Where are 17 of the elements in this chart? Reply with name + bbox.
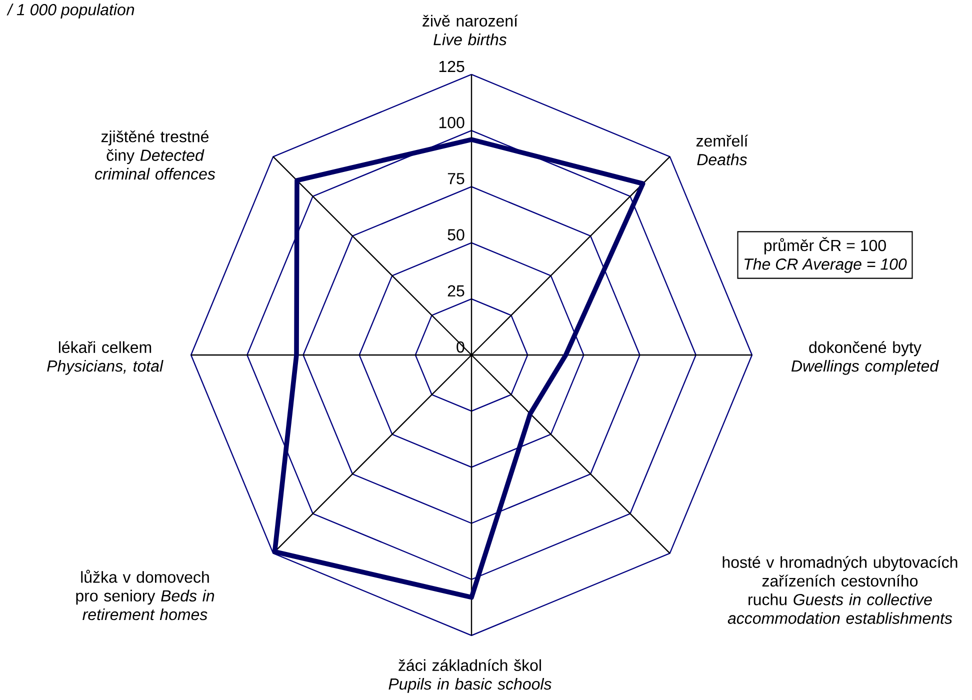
spoke-label: dokončené byty Dwellings completed: [791, 341, 939, 375]
spoke-label: lůžka v domovech pro seniory Beds in retirement homes: [76, 570, 214, 620]
spoke-label: zemřelí Deaths: [696, 134, 748, 166]
y-tick-label: 50: [448, 229, 464, 240]
spoke-label: hosté v hromadných ubytovacích zařízeních cestovního ruchu Guests in collective accommodation establishments: [722, 556, 958, 624]
text: The CR Average = 100: [744, 258, 907, 273]
spoke-label: zjištěné trestné činy Detected criminal offences: [95, 130, 216, 180]
y-tick-label: 25: [448, 285, 464, 297]
y-tick-label: 0: [456, 341, 464, 353]
spoke-label: lékaři celkem Physicians, total: [47, 341, 164, 375]
spoke-label: žáci základních škol Pupils in basic schools: [388, 659, 552, 693]
spoke-label: živě narození Live births: [422, 14, 518, 46]
y-tick-label: 75: [448, 173, 464, 184]
chart-title: / 1 000 population: [6, 4, 134, 19]
text: průměr ČR = 100: [764, 237, 886, 254]
y-tick-label: 100: [439, 116, 464, 128]
y-tick-label: 125: [439, 60, 464, 72]
